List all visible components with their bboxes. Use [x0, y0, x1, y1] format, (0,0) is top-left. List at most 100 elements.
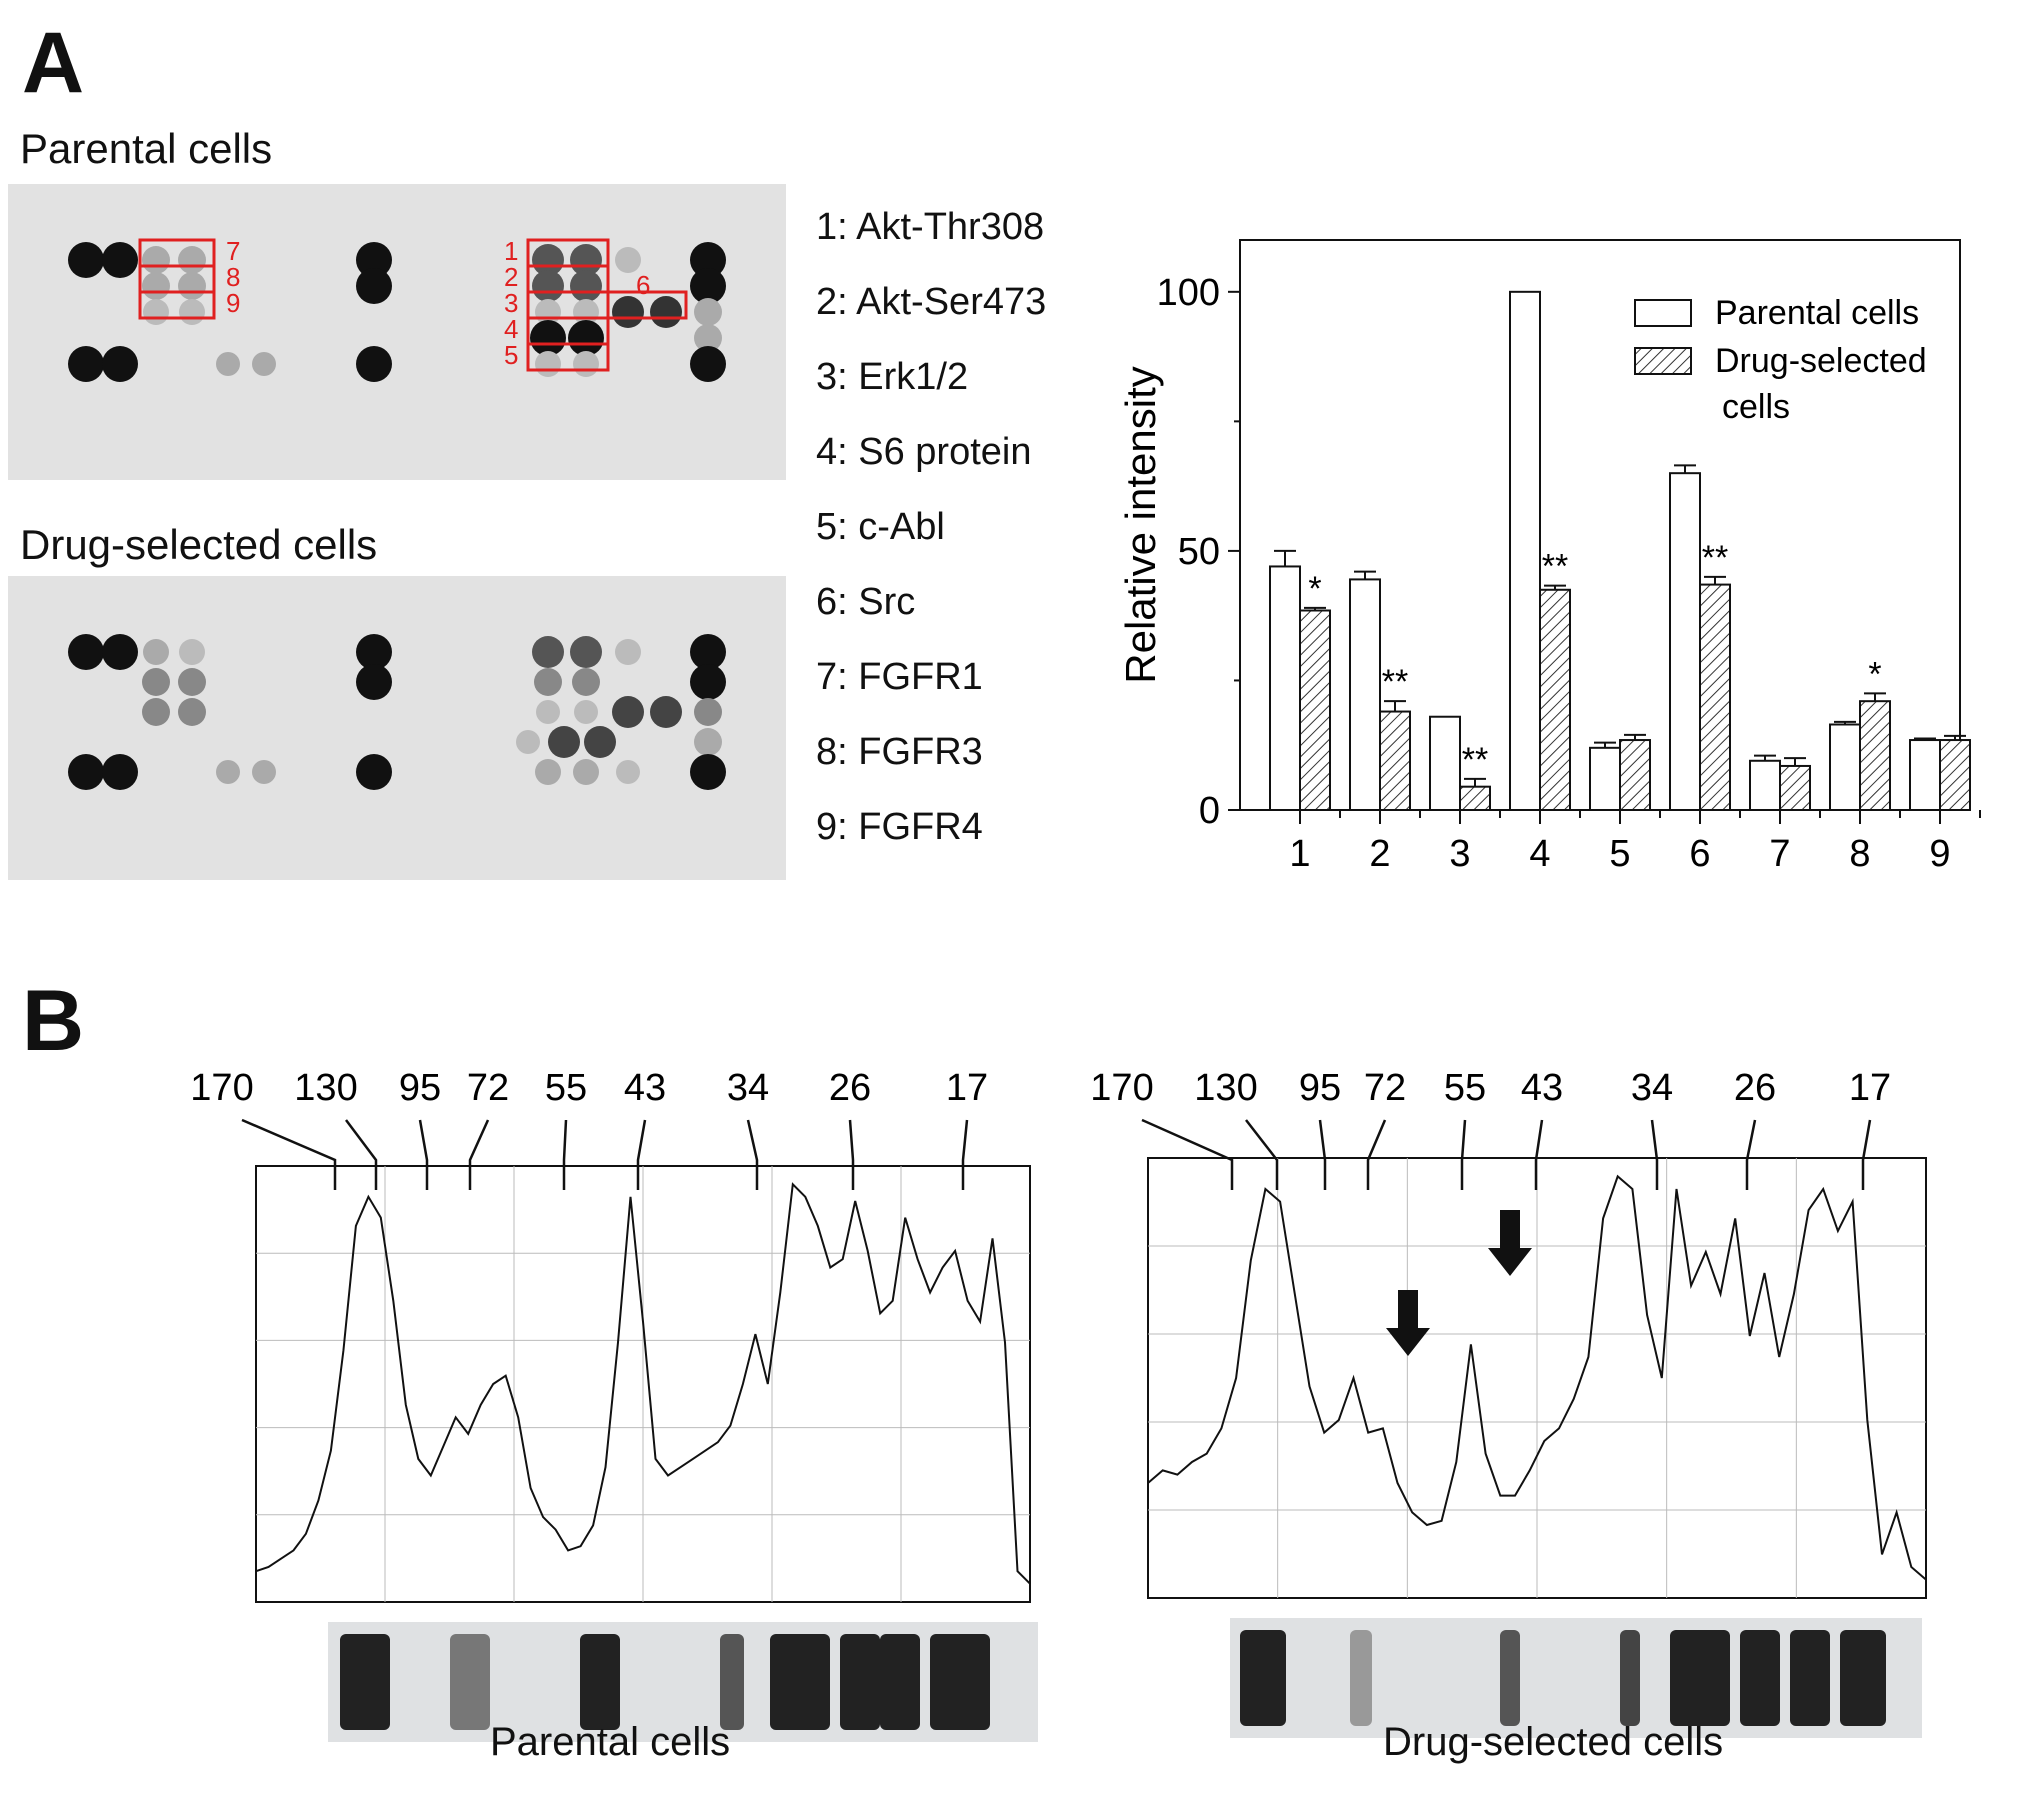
blot-spot [178, 246, 206, 274]
blot-spot [690, 754, 726, 790]
drug-blot-image [8, 576, 786, 880]
gel-band [880, 1634, 920, 1730]
marker-line [636, 1119, 647, 1190]
gel-band [450, 1634, 490, 1730]
blot-spot [102, 754, 138, 790]
marker-label: 26 [1734, 1067, 1776, 1109]
blot-spot [532, 636, 564, 668]
marker-label: 43 [624, 1067, 666, 1109]
legend-item: 3: Erk1/2 [816, 356, 969, 398]
blot-spot [694, 324, 722, 352]
x-tick-label: 2 [1369, 833, 1390, 875]
bar-drug-selected [1699, 583, 1731, 811]
blot-spot [179, 639, 205, 665]
red-box [606, 290, 688, 320]
marker-line [241, 1118, 337, 1190]
marker-line [1245, 1119, 1279, 1190]
marker-line [468, 1119, 490, 1190]
blot-spot [694, 728, 722, 756]
significance-marker: ** [1462, 741, 1488, 779]
marker-line [1650, 1119, 1659, 1190]
bar-parental [1509, 290, 1541, 812]
gel-band [1350, 1630, 1372, 1726]
legend-item: 2: Akt-Ser473 [816, 281, 1047, 323]
legend-label-drug: Drug-selected cells [1715, 342, 1927, 426]
blot-spot [548, 726, 580, 758]
significance-marker: * [1308, 570, 1321, 608]
blot-spot [650, 696, 682, 728]
density-profile [1147, 1174, 1927, 1581]
gel-band [930, 1634, 990, 1730]
legend-label-parental: Parental cells [1715, 294, 1919, 332]
gel-band [1500, 1630, 1520, 1726]
box-label: 5 [504, 340, 518, 370]
marker-line [1460, 1119, 1467, 1190]
box-label: 8 [226, 262, 240, 292]
gel-band [340, 1634, 390, 1730]
drug-densitometry: 170 130 95 72 55 43 34 26 17 [1090, 1067, 1927, 1738]
drug-blot-title: Drug-selected cells [20, 521, 378, 568]
arrow-icon [1488, 1210, 1532, 1276]
blot-spot [516, 730, 540, 754]
legend-item: 5: c-Abl [816, 506, 945, 548]
blot-spot [690, 268, 726, 304]
blot-spot [252, 760, 276, 784]
bar-drug-selected [1779, 764, 1811, 811]
marker-label: 55 [545, 1067, 587, 1109]
legend-item: 4: S6 protein [816, 431, 1032, 473]
marker-line [1534, 1119, 1544, 1190]
marker-line [562, 1119, 568, 1190]
blot-spot [574, 700, 598, 724]
blot-spot [584, 726, 616, 758]
marker-line [746, 1119, 759, 1190]
marker-label: 34 [727, 1067, 769, 1109]
box-label: 9 [226, 288, 240, 318]
bar-parental [1909, 739, 1941, 812]
blot-spot [535, 759, 561, 785]
blot-spot [178, 698, 206, 726]
blot-spot [143, 299, 169, 325]
blot-spot [68, 634, 104, 670]
gel-band [1620, 1630, 1640, 1726]
marker-line [418, 1119, 429, 1190]
bar-parental [1269, 565, 1301, 812]
blot-spot [612, 296, 644, 328]
x-tick-label: 8 [1849, 833, 1870, 875]
y-tick-label: 100 [1157, 272, 1220, 314]
blot-spot [178, 668, 206, 696]
box-label: 3 [504, 288, 518, 318]
y-tick-label: 50 [1178, 531, 1220, 573]
blot-spot [570, 244, 602, 276]
marker-line [1141, 1118, 1234, 1190]
parental-boxes [138, 238, 688, 372]
gel-band [770, 1634, 830, 1730]
blot-spot [216, 352, 240, 376]
marker-line [1366, 1119, 1387, 1190]
blot-spot [690, 242, 726, 278]
blot-spot [530, 320, 566, 356]
blot-spot [532, 270, 564, 302]
blot-spot [68, 346, 104, 382]
parental-blot-title: Parental cells [20, 125, 273, 172]
blot-spot [356, 268, 392, 304]
marker-label: 130 [1194, 1067, 1257, 1109]
blot-spot [356, 346, 392, 382]
gel-band [1740, 1630, 1780, 1726]
blot-spot [572, 668, 600, 696]
gel-band [1670, 1630, 1730, 1726]
blot-spot [534, 668, 562, 696]
blot-spot [612, 696, 644, 728]
gel-band [1790, 1630, 1830, 1726]
x-tick-label: 6 [1689, 833, 1710, 875]
x-tick-label: 5 [1609, 833, 1630, 875]
legend-item: 1: Akt-Thr308 [816, 206, 1045, 248]
marker-label: 55 [1444, 1067, 1486, 1109]
bar-parental [1829, 723, 1861, 811]
marker-line [345, 1119, 378, 1190]
blot-spot [356, 754, 392, 790]
box-label: 7 [226, 236, 240, 266]
legend-item: 6: Src [816, 581, 916, 623]
blot-spot [690, 346, 726, 382]
